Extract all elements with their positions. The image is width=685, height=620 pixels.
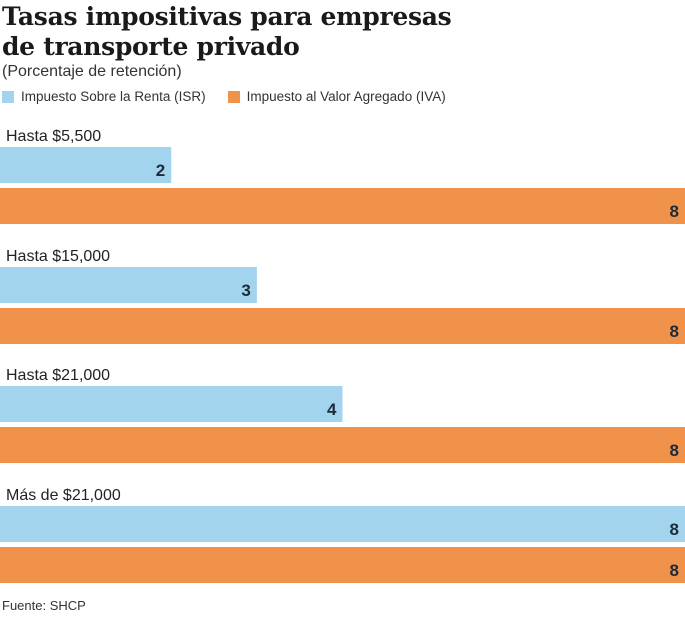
category-label: Hasta $5,500 [6,128,101,145]
category-label: Hasta $21,000 [6,367,110,384]
bar-iva [0,308,685,344]
bar-isr [0,506,685,542]
value-label: 2 [156,161,165,180]
value-label: 8 [670,322,679,341]
bar-isr [0,147,172,183]
chart-title-line-2: de transporte privado [2,32,300,61]
legend-label-iva: Impuesto al Valor Agregado (IVA) [246,89,446,104]
legend-item-iva: Impuesto al Valor Agregado (IVA) [227,89,446,104]
chart-title-line-1: Tasas impositivas para empresas [2,2,452,31]
category-label: Más de $21,000 [6,487,121,504]
legend-swatch-iva [227,90,240,103]
bar-iva [0,427,685,463]
legend-item-isr: Impuesto Sobre la Renta (ISR) [2,89,206,104]
legend-label-isr: Impuesto Sobre la Renta (ISR) [21,89,206,104]
value-label: 4 [327,400,337,419]
bar-isr [0,386,343,422]
bar-iva [0,188,685,224]
source-note: Fuente: SHCP [2,598,86,613]
bar-isr [0,267,257,303]
value-label: 8 [670,202,679,221]
value-label: 8 [670,561,679,580]
value-label: 8 [670,520,679,539]
legend-swatch-isr [2,90,14,103]
chart-title: Tasas impositivas para empresas de trans… [2,2,452,62]
category-label: Hasta $15,000 [6,248,110,265]
value-label: 3 [241,281,250,300]
bar-iva [0,547,685,583]
value-label: 8 [670,441,679,460]
chart-subtitle: (Porcentaje de retención) [2,63,182,80]
legend: Impuesto Sobre la Renta (ISR) Impuesto a… [2,89,468,104]
